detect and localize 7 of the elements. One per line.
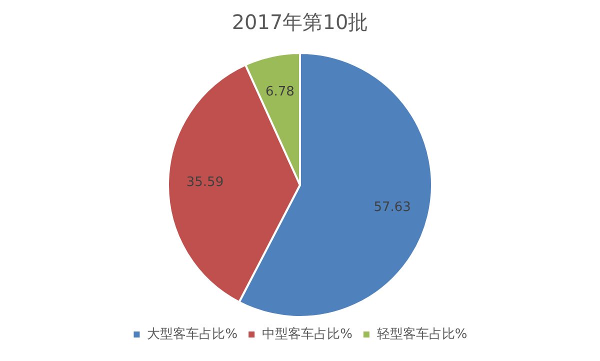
data-label: 57.63 [374, 200, 411, 215]
data-label: 35.59 [186, 174, 224, 190]
chart-title: 2017年第10批 [232, 10, 368, 34]
legend-label: 大型客车占比% [147, 326, 238, 342]
legend-label: 中型客车占比% [262, 326, 352, 342]
data-label: 6.78 [265, 84, 294, 100]
legend-label: 轻型客车占比% [376, 326, 468, 342]
